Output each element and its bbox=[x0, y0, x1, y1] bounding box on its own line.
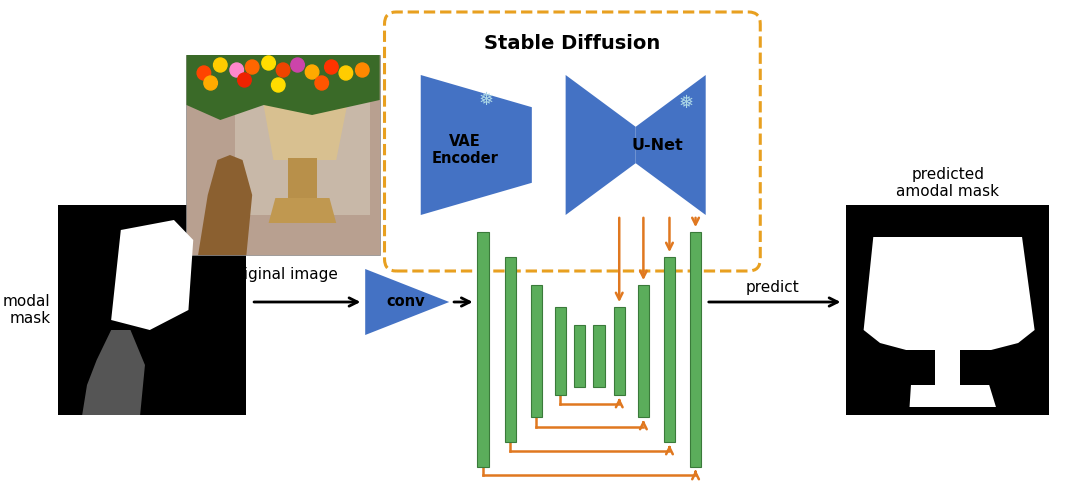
Circle shape bbox=[204, 76, 217, 90]
FancyBboxPatch shape bbox=[530, 285, 542, 417]
Circle shape bbox=[315, 76, 328, 90]
Text: ❅: ❅ bbox=[678, 94, 693, 112]
Text: ❅: ❅ bbox=[478, 91, 494, 109]
Polygon shape bbox=[900, 385, 996, 407]
Polygon shape bbox=[847, 350, 912, 415]
Text: predicted
amodal mask: predicted amodal mask bbox=[896, 166, 999, 199]
FancyBboxPatch shape bbox=[555, 307, 566, 395]
Text: Stable Diffusion: Stable Diffusion bbox=[484, 34, 661, 53]
Circle shape bbox=[306, 65, 319, 79]
FancyBboxPatch shape bbox=[664, 257, 675, 442]
Circle shape bbox=[325, 60, 338, 74]
FancyBboxPatch shape bbox=[638, 285, 649, 417]
FancyBboxPatch shape bbox=[575, 325, 585, 387]
Circle shape bbox=[276, 63, 289, 77]
Polygon shape bbox=[864, 237, 1035, 350]
Circle shape bbox=[291, 58, 305, 72]
Text: conv: conv bbox=[387, 295, 426, 310]
FancyBboxPatch shape bbox=[504, 257, 515, 442]
Polygon shape bbox=[421, 75, 531, 215]
Circle shape bbox=[355, 63, 369, 77]
Polygon shape bbox=[269, 198, 336, 223]
FancyBboxPatch shape bbox=[847, 205, 1049, 415]
Circle shape bbox=[214, 58, 227, 72]
Polygon shape bbox=[111, 220, 193, 330]
Text: VAE
Encoder: VAE Encoder bbox=[431, 134, 498, 166]
Text: U-Net: U-Net bbox=[631, 138, 683, 153]
FancyBboxPatch shape bbox=[935, 349, 960, 387]
Text: original image: original image bbox=[228, 267, 338, 282]
Polygon shape bbox=[256, 63, 355, 160]
FancyBboxPatch shape bbox=[613, 307, 625, 395]
Polygon shape bbox=[636, 75, 705, 215]
FancyBboxPatch shape bbox=[234, 65, 370, 215]
Circle shape bbox=[271, 78, 285, 92]
FancyBboxPatch shape bbox=[58, 205, 246, 415]
FancyBboxPatch shape bbox=[593, 325, 605, 387]
FancyBboxPatch shape bbox=[690, 232, 701, 467]
Polygon shape bbox=[198, 155, 253, 255]
Circle shape bbox=[261, 56, 275, 70]
Text: modal
mask: modal mask bbox=[2, 294, 51, 326]
FancyBboxPatch shape bbox=[187, 55, 380, 255]
FancyBboxPatch shape bbox=[477, 232, 488, 467]
Circle shape bbox=[238, 73, 252, 87]
Circle shape bbox=[230, 63, 243, 77]
Text: predict: predict bbox=[745, 280, 799, 295]
Polygon shape bbox=[82, 330, 145, 415]
Polygon shape bbox=[566, 75, 636, 215]
Polygon shape bbox=[187, 55, 380, 120]
FancyBboxPatch shape bbox=[288, 158, 316, 200]
Polygon shape bbox=[365, 269, 449, 335]
Circle shape bbox=[198, 66, 211, 80]
Circle shape bbox=[339, 66, 353, 80]
Circle shape bbox=[245, 60, 259, 74]
